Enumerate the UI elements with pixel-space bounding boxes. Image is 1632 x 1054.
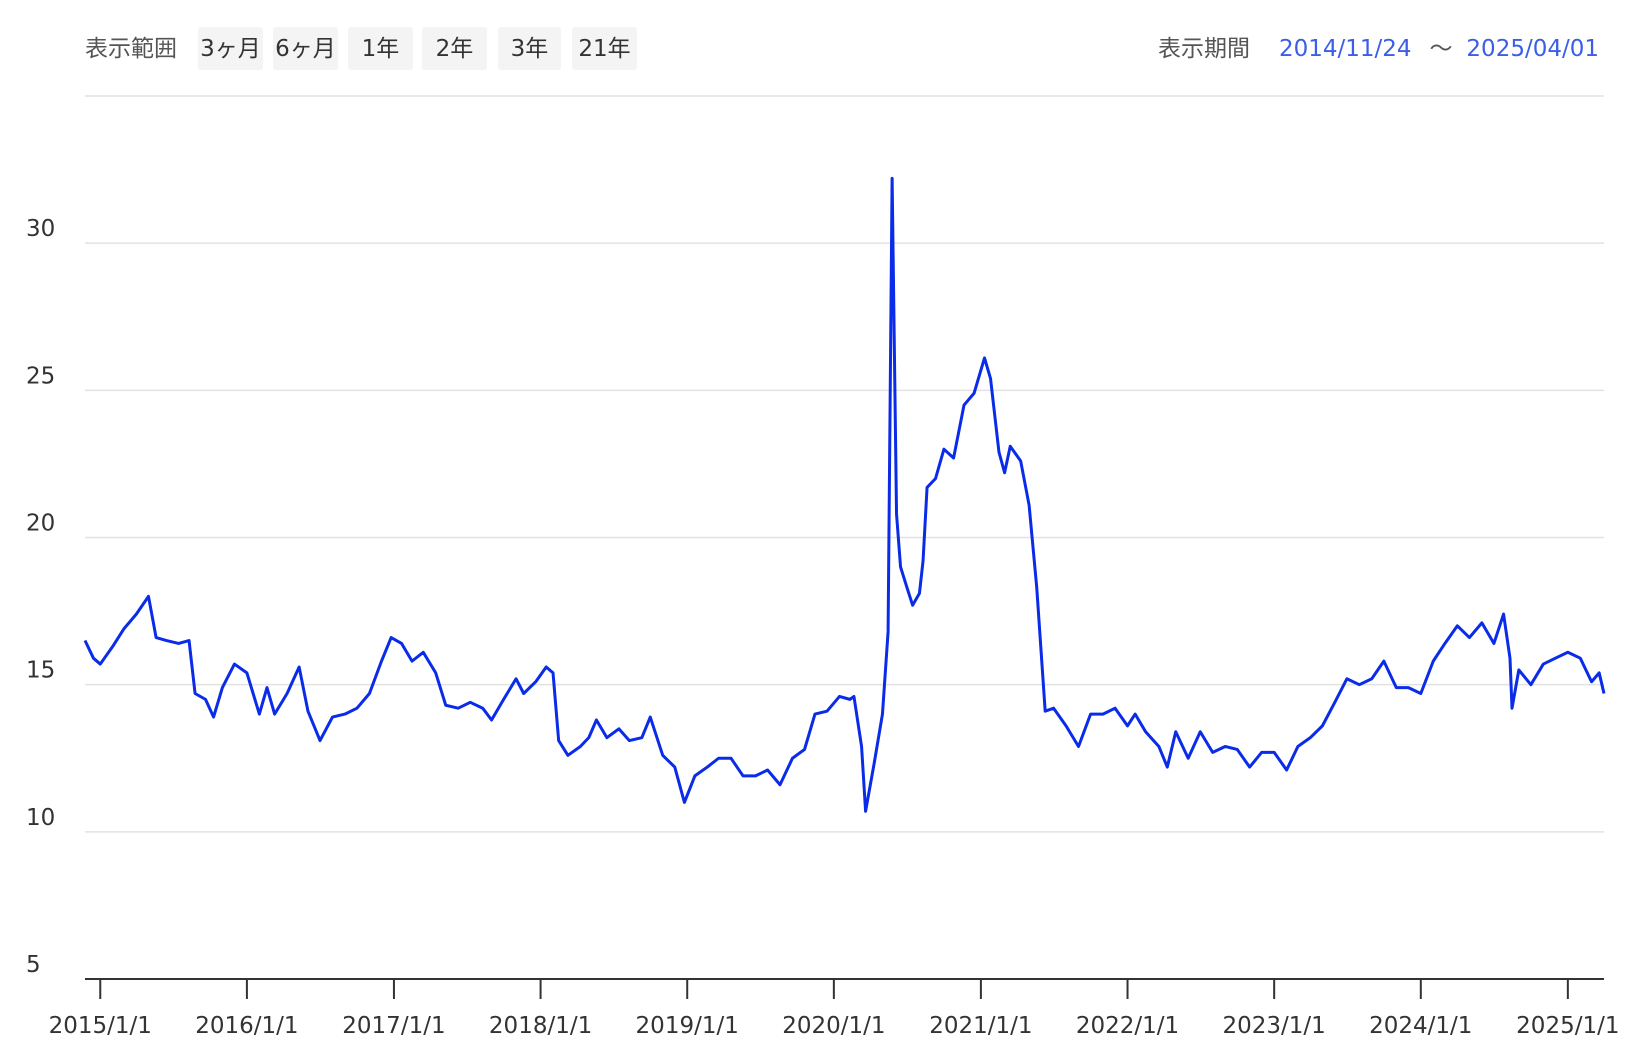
range-button[interactable]: [198, 27, 263, 70]
range-button-label[interactable]: 6ヶ月: [275, 36, 336, 62]
range-button[interactable]: [348, 27, 413, 70]
y-tick-label: 25: [26, 363, 55, 389]
x-tick-label: 2016/1/1: [195, 1013, 298, 1039]
y-tick-label: 5: [26, 952, 41, 978]
range-label: 表示範囲: [85, 36, 177, 62]
y-tick-label: 10: [26, 805, 55, 831]
x-tick-label: 2015/1/1: [49, 1013, 152, 1039]
period-end[interactable]: 2025/04/01: [1466, 36, 1599, 62]
x-tick-label: 2022/1/1: [1076, 1013, 1179, 1039]
range-button-label[interactable]: 2年: [436, 36, 474, 62]
range-button[interactable]: [422, 27, 487, 70]
x-tick-label: 2020/1/1: [782, 1013, 885, 1039]
range-button[interactable]: [572, 27, 637, 70]
range-button-label[interactable]: 3年: [511, 36, 549, 62]
range-button[interactable]: [498, 27, 561, 70]
x-tick-label: 2021/1/1: [929, 1013, 1032, 1039]
y-tick-label: 15: [26, 658, 55, 684]
data-line: [83, 176, 1606, 813]
period-start[interactable]: 2014/11/24: [1279, 36, 1412, 62]
range-button-label[interactable]: 3ヶ月: [200, 36, 261, 62]
x-tick-label: 2019/1/1: [636, 1013, 739, 1039]
x-tick-label: 2024/1/1: [1369, 1013, 1472, 1039]
period-separator: 〜: [1430, 36, 1453, 62]
x-tick-label: 2018/1/1: [489, 1013, 592, 1039]
y-tick-label: 20: [26, 511, 55, 537]
y-tick-label: 30: [26, 216, 55, 242]
range-button-label[interactable]: 21年: [578, 36, 630, 62]
x-tick-label: 2023/1/1: [1223, 1013, 1326, 1039]
range-button[interactable]: [273, 27, 338, 70]
period-label: 表示期間: [1158, 36, 1250, 62]
range-button-label[interactable]: 1年: [362, 36, 400, 62]
x-tick-label: 2025/1/1: [1516, 1013, 1619, 1039]
x-tick-label: 2017/1/1: [342, 1013, 445, 1039]
